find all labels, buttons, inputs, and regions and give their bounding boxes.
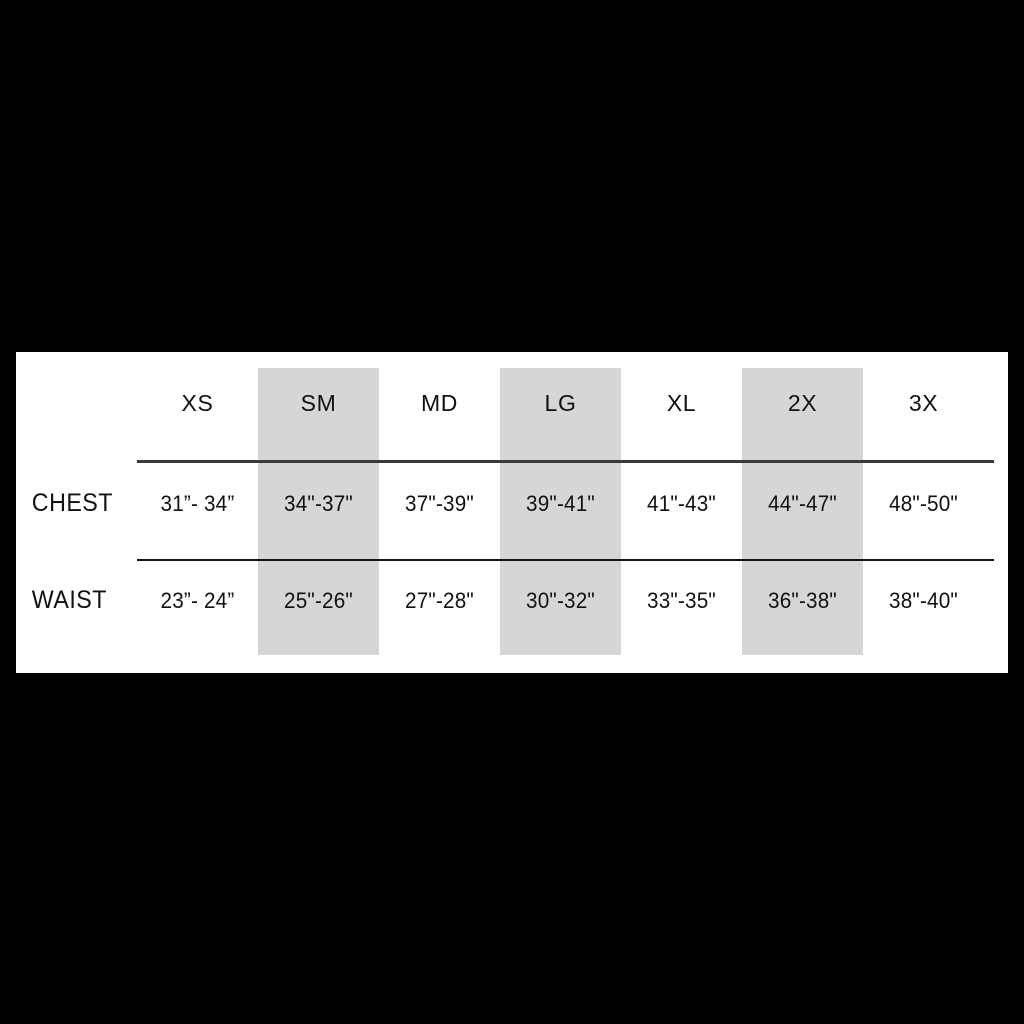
cell-chest-sm: 34"-37" [284, 490, 353, 516]
cell-chest-xl: 41"-43" [647, 490, 716, 516]
row-label-chest: CHEST [31, 489, 113, 517]
row-label-waist: WAIST [31, 586, 107, 614]
column-header-xs: XS [181, 389, 214, 416]
divider-header-rule [137, 460, 994, 463]
cell-chest-md: 37"-39" [405, 490, 474, 516]
column-header-lg: LG [544, 389, 577, 416]
divider-row-rule [137, 559, 994, 561]
table-corner-cell [16, 352, 137, 454]
column-header-sm: SM [300, 389, 337, 416]
column-header-3x: 3X [908, 389, 939, 416]
cell-waist-xs: 23”- 24” [160, 587, 235, 613]
column-band-sm [258, 368, 379, 655]
cell-waist-xl: 33"-35" [647, 587, 716, 613]
cell-waist-3x: 38"-40" [889, 587, 958, 613]
size-chart-table: XS SM MD LG XL 2X 3X CHEST 31”- 34” 34"-… [16, 352, 1008, 673]
column-header-2x: 2X [787, 389, 818, 416]
cell-chest-2x: 44"-47" [768, 490, 837, 516]
cell-waist-md: 27"-28" [405, 587, 474, 613]
cell-chest-xs: 31”- 34” [160, 490, 235, 516]
cell-chest-3x: 48"-50" [889, 490, 958, 516]
column-band-2x [742, 368, 863, 655]
cell-waist-sm: 25"-26" [284, 587, 353, 613]
column-band-lg [500, 368, 621, 655]
size-chart-card: XS SM MD LG XL 2X 3X CHEST 31”- 34” 34"-… [16, 352, 1008, 673]
cell-chest-lg: 39"-41" [526, 490, 595, 516]
cell-waist-lg: 30"-32" [526, 587, 595, 613]
column-header-md: MD [421, 389, 458, 416]
cell-waist-2x: 36"-38" [768, 587, 837, 613]
column-header-xl: XL [666, 389, 697, 416]
